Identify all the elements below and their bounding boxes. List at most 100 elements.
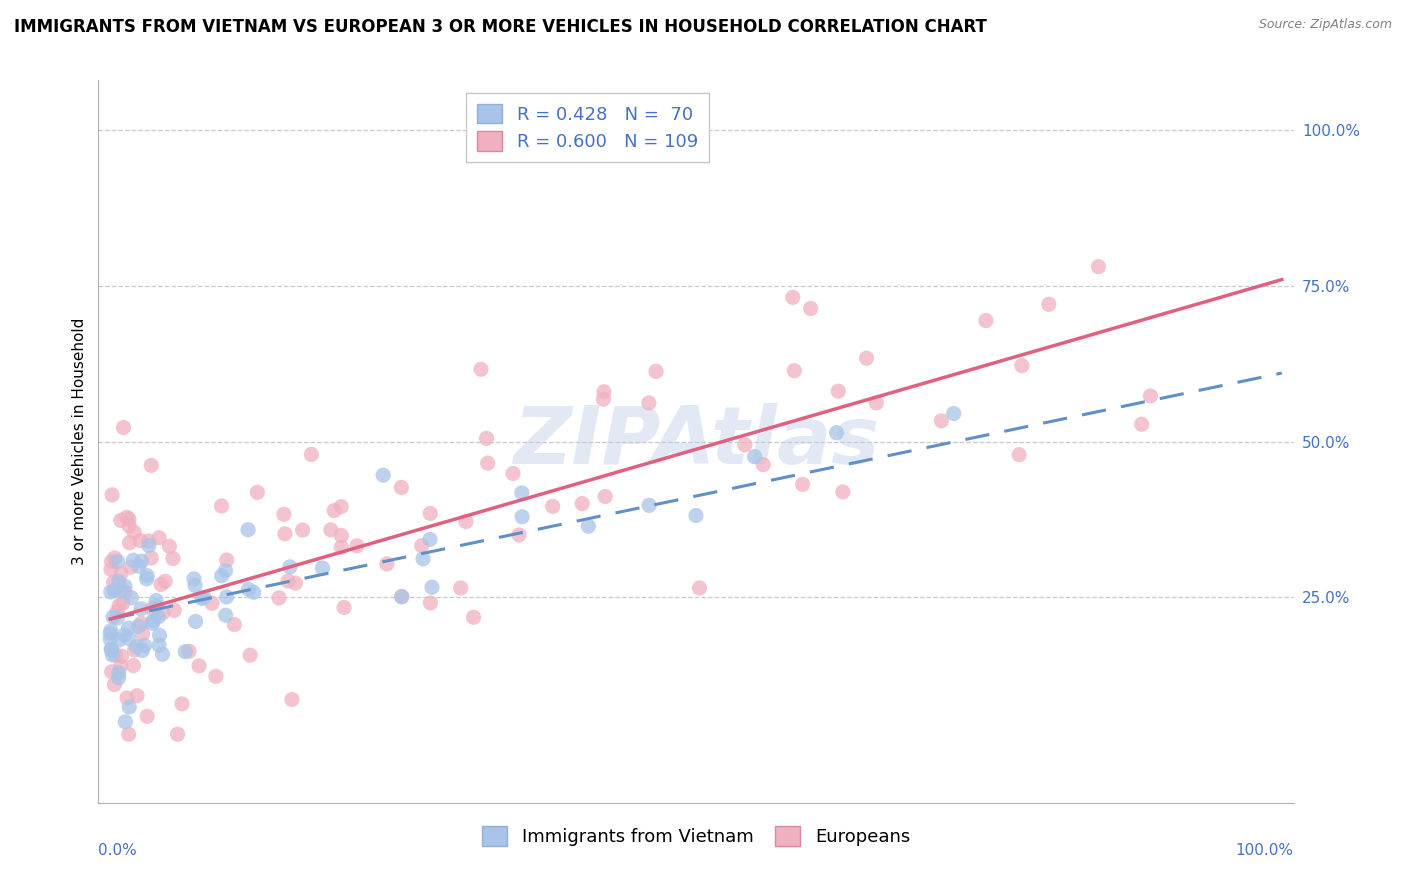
Point bbox=[242, 585, 264, 599]
Point bbox=[122, 553, 145, 567]
Point bbox=[148, 628, 170, 642]
Point bbox=[157, 539, 180, 553]
Point bbox=[177, 644, 200, 658]
Point bbox=[136, 709, 159, 723]
Point bbox=[184, 615, 207, 629]
Point bbox=[107, 665, 129, 680]
Point bbox=[752, 458, 775, 472]
Point bbox=[125, 640, 148, 654]
Point bbox=[118, 632, 141, 646]
Point bbox=[110, 583, 132, 598]
Point bbox=[108, 633, 131, 648]
Point bbox=[129, 602, 152, 616]
Point bbox=[117, 621, 139, 635]
Point bbox=[201, 596, 224, 610]
Point bbox=[103, 583, 125, 598]
Point bbox=[141, 616, 163, 631]
Point bbox=[104, 551, 127, 566]
Point bbox=[375, 557, 398, 571]
Point bbox=[115, 691, 138, 706]
Point bbox=[236, 523, 259, 537]
Point bbox=[278, 560, 301, 574]
Point bbox=[454, 515, 477, 529]
Point bbox=[205, 669, 228, 683]
Point bbox=[174, 645, 197, 659]
Point bbox=[155, 574, 177, 589]
Point bbox=[107, 574, 129, 589]
Point bbox=[291, 523, 314, 537]
Point bbox=[855, 351, 877, 366]
Point bbox=[827, 384, 849, 398]
Point bbox=[131, 616, 153, 631]
Point bbox=[1130, 417, 1153, 432]
Point bbox=[108, 599, 131, 613]
Point bbox=[128, 559, 150, 574]
Point bbox=[419, 507, 441, 521]
Point bbox=[645, 364, 668, 378]
Point bbox=[224, 617, 246, 632]
Point bbox=[105, 611, 128, 625]
Point bbox=[246, 485, 269, 500]
Point bbox=[145, 593, 167, 607]
Point bbox=[419, 596, 441, 610]
Point bbox=[101, 610, 124, 624]
Point bbox=[346, 539, 368, 553]
Point bbox=[166, 727, 188, 741]
Point bbox=[274, 526, 297, 541]
Point bbox=[1011, 359, 1033, 373]
Point bbox=[110, 649, 132, 664]
Point bbox=[281, 692, 304, 706]
Point bbox=[576, 519, 599, 533]
Point bbox=[825, 425, 848, 440]
Text: ZIPAtlas: ZIPAtlas bbox=[513, 402, 879, 481]
Point bbox=[122, 658, 145, 673]
Point bbox=[100, 585, 122, 599]
Point bbox=[931, 414, 953, 428]
Point bbox=[333, 600, 356, 615]
Point bbox=[319, 523, 342, 537]
Point bbox=[118, 700, 141, 714]
Point bbox=[118, 519, 141, 533]
Point bbox=[100, 554, 122, 568]
Point bbox=[391, 590, 413, 604]
Text: Source: ZipAtlas.com: Source: ZipAtlas.com bbox=[1258, 18, 1392, 31]
Point bbox=[100, 665, 122, 679]
Point bbox=[330, 541, 353, 555]
Point bbox=[638, 499, 661, 513]
Point bbox=[792, 477, 814, 491]
Point bbox=[120, 560, 142, 574]
Point bbox=[125, 689, 148, 703]
Point bbox=[1139, 389, 1161, 403]
Point bbox=[685, 508, 707, 523]
Point bbox=[131, 554, 153, 568]
Point bbox=[111, 596, 134, 610]
Point bbox=[782, 290, 804, 304]
Point bbox=[162, 551, 184, 566]
Point bbox=[141, 601, 163, 615]
Point bbox=[100, 642, 122, 657]
Legend: Immigrants from Vietnam, Europeans: Immigrants from Vietnam, Europeans bbox=[472, 817, 920, 855]
Point bbox=[129, 533, 152, 548]
Point bbox=[239, 648, 262, 663]
Point bbox=[420, 580, 443, 594]
Point bbox=[508, 528, 530, 542]
Point bbox=[211, 568, 233, 582]
Point bbox=[832, 485, 855, 500]
Point bbox=[128, 619, 150, 633]
Point bbox=[470, 362, 492, 376]
Point bbox=[311, 561, 333, 575]
Y-axis label: 3 or more Vehicles in Household: 3 or more Vehicles in Household bbox=[72, 318, 87, 566]
Point bbox=[131, 643, 153, 657]
Point bbox=[101, 648, 124, 662]
Point bbox=[98, 632, 121, 646]
Point bbox=[299, 447, 322, 461]
Point bbox=[211, 499, 233, 513]
Point bbox=[238, 582, 260, 597]
Point bbox=[734, 438, 756, 452]
Point bbox=[214, 564, 236, 578]
Point bbox=[100, 643, 122, 657]
Point bbox=[101, 488, 124, 502]
Point bbox=[193, 591, 215, 605]
Point bbox=[135, 572, 157, 586]
Point bbox=[145, 599, 167, 613]
